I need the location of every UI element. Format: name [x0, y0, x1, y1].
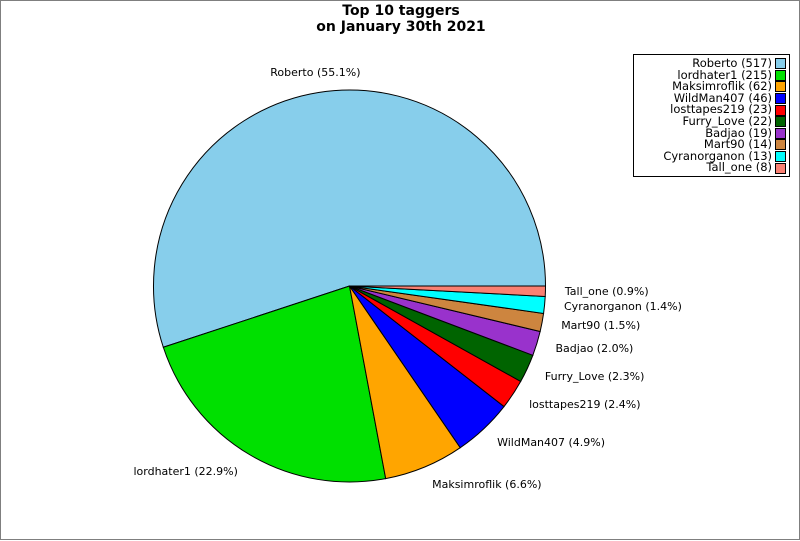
legend-label-Roberto: Roberto (517) — [692, 56, 772, 70]
legend-swatch-Furry_Love — [775, 116, 786, 128]
pie-slice-Roberto — [153, 89, 547, 348]
legend-item-Badjao: Badjao (19) — [637, 125, 786, 140]
legend-swatch-Badjao — [775, 127, 786, 139]
legend-swatch-WildMan407 — [775, 93, 786, 105]
slice-label-losttapes219: losttapes219 (2.4%) — [529, 398, 641, 412]
legend-swatch-Maksimroflik — [775, 81, 786, 93]
slice-label-Mart90: Mart90 (1.5%) — [561, 319, 641, 333]
chart-title-line2: on January 30th 2021 — [316, 18, 486, 35]
legend-item-Furry_Love: Furry_Love (22) — [637, 113, 786, 128]
legend-label-Maksimroflik: Maksimroflik (62) — [672, 79, 772, 94]
legend-label-Badjao: Badjao (19) — [705, 125, 772, 140]
slice-label-Cyranorganon: Cyranorganon (1.4%) — [564, 299, 682, 313]
legend-swatch-Mart90 — [775, 139, 786, 151]
slice-label-Badjao: Badjao (2.0%) — [555, 342, 634, 356]
slice-label-Maksimroflik: Maksimroflik (6.6%) — [432, 478, 542, 492]
pie-slice-lordhater1 — [162, 285, 387, 483]
legend-label-Furry_Love: Furry_Love (22) — [682, 113, 772, 128]
slice-label-Furry_Love: Furry_Love (2.3%) — [544, 369, 645, 383]
slice-label-Roberto: Roberto (55.1%) — [270, 66, 361, 80]
legend-item-lordhater1: lordhater1 (215) — [637, 67, 786, 82]
legend-swatch-losttapes219 — [775, 104, 786, 116]
legend: Roberto (517) lordhater1 (215) Maksimrofli… — [633, 54, 790, 177]
legend-swatch-Roberto — [775, 58, 786, 70]
legend-swatch-lordhater1 — [775, 69, 786, 81]
legend-item-losttapes219: losttapes219 (23) — [637, 104, 786, 116]
legend-label-Tall_one: Tall_one (8) — [706, 160, 772, 175]
legend-item-WildMan407: WildMan407 (46) — [637, 90, 786, 105]
legend-item-Maksimroflik: Maksimroflik (62) — [637, 81, 786, 93]
legend-swatch-Tall_one — [775, 162, 786, 174]
legend-swatch-Cyranorganon — [775, 151, 786, 163]
legend-item-Mart90: Mart90 (14) — [637, 139, 786, 151]
legend-label-Mart90: Mart90 (14) — [703, 137, 772, 152]
pie-slice-Tall_one — [349, 285, 547, 298]
legend-label-losttapes219: losttapes219 (23) — [670, 102, 772, 117]
chart-title-line1: Top 10 taggers — [342, 3, 460, 19]
slice-label-WildMan407: WildMan407 (4.9%) — [497, 436, 606, 449]
legend-label-Cyranorganon: Cyranorganon (13) — [663, 148, 772, 163]
legend-label-lordhater1: lordhater1 (215) — [677, 67, 772, 82]
legend-item-Tall_one: Tall_one (8) — [637, 162, 786, 174]
legend-item-Roberto: Roberto (517) — [637, 56, 786, 70]
slice-label-Tall_one: Tall_one (0.9%) — [564, 284, 649, 298]
legend-item-Cyranorganon: Cyranorganon (13) — [637, 148, 786, 163]
legend-label-WildMan407: WildMan407 (46) — [673, 90, 772, 105]
chart-title: Top 10 taggers on January 30th 2021 — [1, 3, 800, 35]
slice-label-lordhater1: lordhater1 (22.9%) — [133, 464, 238, 478]
